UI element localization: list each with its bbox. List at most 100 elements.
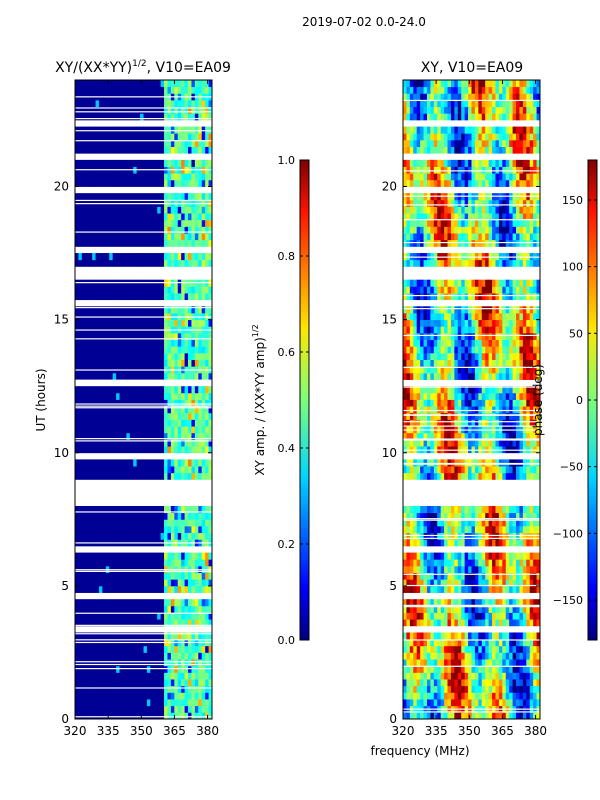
heatmap-cell xyxy=(177,552,182,560)
heatmap-cell xyxy=(81,133,86,141)
heatmap-cell xyxy=(170,392,175,400)
heatmap-cell xyxy=(416,466,421,474)
heatmap-cell xyxy=(468,572,472,580)
heatmap-cell xyxy=(481,519,486,527)
heatmap-cell xyxy=(174,86,179,94)
heatmap-cell xyxy=(160,679,165,687)
heatmap-cell xyxy=(81,359,86,367)
heatmap-cell xyxy=(426,392,431,400)
heatmap-cell xyxy=(512,472,517,480)
heatmap-cell xyxy=(153,179,158,187)
right-panel-title: XY, V10=EA09 xyxy=(421,60,523,76)
heatmap-cell xyxy=(492,579,496,587)
heatmap-cell xyxy=(143,359,148,367)
heatmap-cell xyxy=(136,86,141,94)
heatmap-cell xyxy=(85,466,90,474)
heatmap-cell xyxy=(109,226,114,234)
heatmap-cell xyxy=(201,193,206,201)
heatmap-cell xyxy=(403,399,407,407)
heatmap-cell xyxy=(454,419,459,427)
heatmap-cell xyxy=(191,253,196,261)
heatmap-cell xyxy=(85,406,90,414)
heatmap-cell xyxy=(105,179,110,187)
heatmap-cell xyxy=(492,412,496,420)
heatmap-cell xyxy=(78,699,83,707)
heatmap-cell xyxy=(461,585,466,593)
heatmap-cell xyxy=(526,659,531,667)
heatmap-cell xyxy=(143,712,148,720)
heatmap-cell xyxy=(468,632,472,640)
heatmap-cell xyxy=(102,233,107,241)
heatmap-cell xyxy=(105,392,110,400)
heatmap-cell xyxy=(157,173,162,181)
heatmap-cell xyxy=(461,685,466,693)
heatmap-cell xyxy=(92,699,96,707)
heatmap-cell xyxy=(201,319,206,327)
heatmap-cell xyxy=(88,146,93,154)
heatmap-cell xyxy=(201,679,206,687)
heatmap-cell xyxy=(157,579,162,587)
heatmap-cell xyxy=(468,645,472,653)
heatmap-cell xyxy=(457,679,462,687)
heatmap-cell xyxy=(495,419,500,427)
heatmap-cell xyxy=(184,219,189,227)
heatmap-cell xyxy=(81,665,86,673)
heatmap-cell xyxy=(133,286,138,294)
heatmap-cell xyxy=(122,293,127,301)
heatmap-cell xyxy=(160,612,165,620)
heatmap-cell xyxy=(109,359,114,367)
heatmap-cell xyxy=(126,346,131,354)
heatmap-cell xyxy=(102,339,107,347)
heatmap-cell xyxy=(75,459,79,467)
heatmap-cell xyxy=(160,712,165,720)
heatmap-cell xyxy=(529,412,534,420)
heatmap-cell xyxy=(136,319,141,327)
heatmap-cell xyxy=(105,472,110,480)
heatmap-cell xyxy=(536,472,541,480)
heatmap-cell xyxy=(198,579,203,587)
heatmap-cell xyxy=(536,386,541,394)
flag-line xyxy=(75,639,212,641)
heatmap-cell xyxy=(167,525,172,534)
heatmap-cell xyxy=(88,605,93,613)
heatmap-cell xyxy=(447,585,452,593)
heatmap-cell xyxy=(509,619,513,627)
heatmap-cell xyxy=(133,692,138,700)
heatmap-cell xyxy=(426,406,431,414)
heatmap-cell xyxy=(75,99,79,108)
heatmap-cell xyxy=(509,652,513,660)
heatmap-cell xyxy=(133,332,138,340)
heatmap-cell xyxy=(505,506,510,514)
heatmap-cell xyxy=(150,426,155,434)
heatmap-cell xyxy=(95,86,100,94)
heatmap-cell xyxy=(478,392,483,400)
heatmap-cell xyxy=(92,206,96,214)
heatmap-cell xyxy=(526,679,531,687)
heatmap-cell xyxy=(406,639,411,647)
heatmap-cell xyxy=(150,259,155,267)
heatmap-cell xyxy=(430,612,435,620)
heatmap-cell xyxy=(198,672,203,680)
heatmap-cell xyxy=(167,699,172,707)
heatmap-cell xyxy=(485,372,490,380)
heatmap-cell xyxy=(85,519,90,527)
heatmap-cell xyxy=(437,466,442,474)
heatmap-cell xyxy=(478,539,483,547)
heatmap-cell xyxy=(116,659,120,667)
heatmap-cell xyxy=(440,392,445,400)
heatmap-cell xyxy=(184,645,189,653)
heatmap-cell xyxy=(153,525,158,534)
heatmap-cell xyxy=(454,519,459,527)
heatmap-cell xyxy=(198,332,203,340)
heatmap-cell xyxy=(505,679,510,687)
heatmap-cell xyxy=(191,352,196,360)
heatmap-cell xyxy=(194,139,199,147)
heatmap-cell xyxy=(481,559,486,567)
heatmap-cell xyxy=(205,506,209,514)
heatmap-cell xyxy=(512,612,517,620)
heatmap-cell xyxy=(447,512,452,520)
heatmap-cell xyxy=(492,699,496,707)
heatmap-cell xyxy=(502,565,507,573)
heatmap-cell xyxy=(516,512,520,520)
heatmap-cell xyxy=(164,692,168,700)
